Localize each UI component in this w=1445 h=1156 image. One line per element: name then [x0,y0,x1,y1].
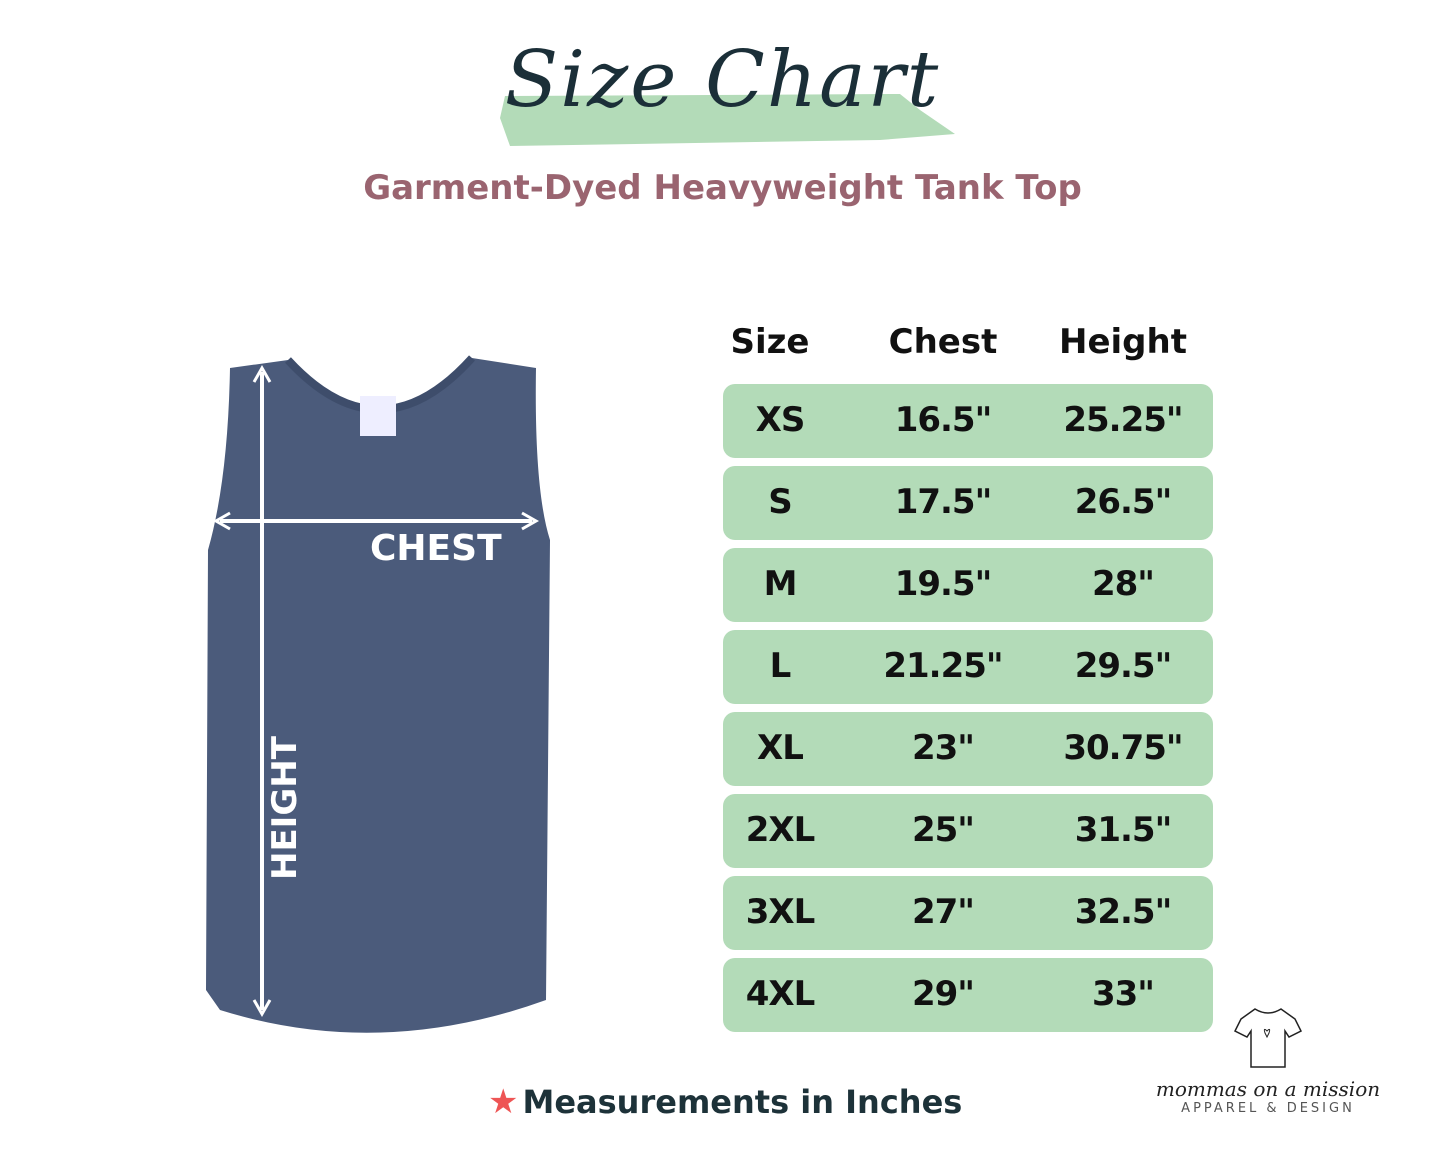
garment-tag [360,396,396,436]
size-cell: M [763,564,798,604]
header-chest: Chest [888,322,998,362]
chest-cell: 27" [911,892,975,932]
brand-logo: mommas on a mission APPAREL & DESIGN [1118,1005,1418,1116]
header-size: Size [730,322,810,362]
chest-cell: 16.5" [894,400,993,440]
height-label: HEIGHT [265,736,305,880]
height-cell: 33" [1091,974,1155,1014]
measurement-note: ★ Measurements in Inches [488,1082,962,1122]
height-cell: 31.5" [1074,810,1173,850]
page-subtitle: Garment-Dyed Heavyweight Tank Top [363,168,1082,208]
table-row: L 21.25" 29.5" [723,630,1213,704]
height-cell: 29.5" [1074,646,1173,686]
table-row: 2XL 25" 31.5" [723,794,1213,868]
star-icon: ★ [488,1082,519,1122]
page-title: Size Chart [504,35,941,125]
logo-tagline: APPAREL & DESIGN [1181,1101,1355,1116]
chest-cell: 23" [911,728,975,768]
brush-stroke [500,94,955,146]
tank-top-image [206,355,550,1033]
chest-cell: 17.5" [894,482,993,522]
size-cell: XL [757,728,804,768]
tshirt-icon [1233,1008,1303,1068]
table-row: S 17.5" 26.5" [723,466,1213,540]
height-cell: 25.25" [1063,400,1183,440]
table-row: 4XL 29" 33" [723,958,1213,1032]
table-row: M 19.5" 28" [723,548,1213,622]
height-cell: 30.75" [1063,728,1183,768]
table-row: XS 16.5" 25.25" [723,384,1213,458]
chest-cell: 25" [911,810,975,850]
header-height: Height [1059,322,1187,362]
logo-name: mommas on a mission [1155,1077,1381,1101]
height-cell: 26.5" [1074,482,1173,522]
chest-label: CHEST [370,528,502,569]
height-cell: 32.5" [1074,892,1173,932]
chest-cell: 19.5" [894,564,993,604]
size-cell: XS [755,400,806,440]
size-cell: L [769,646,792,686]
chest-cell: 21.25" [883,646,1003,686]
height-cell: 28" [1091,564,1155,604]
table-row: 3XL 27" 32.5" [723,876,1213,950]
note-text: Measurements in Inches [522,1083,963,1121]
size-cell: S [768,482,793,522]
chest-cell: 29" [911,974,975,1014]
size-cell: 4XL [745,974,816,1014]
size-cell: 2XL [745,810,816,850]
size-cell: 3XL [745,892,816,932]
table-row: XL 23" 30.75" [723,712,1213,786]
